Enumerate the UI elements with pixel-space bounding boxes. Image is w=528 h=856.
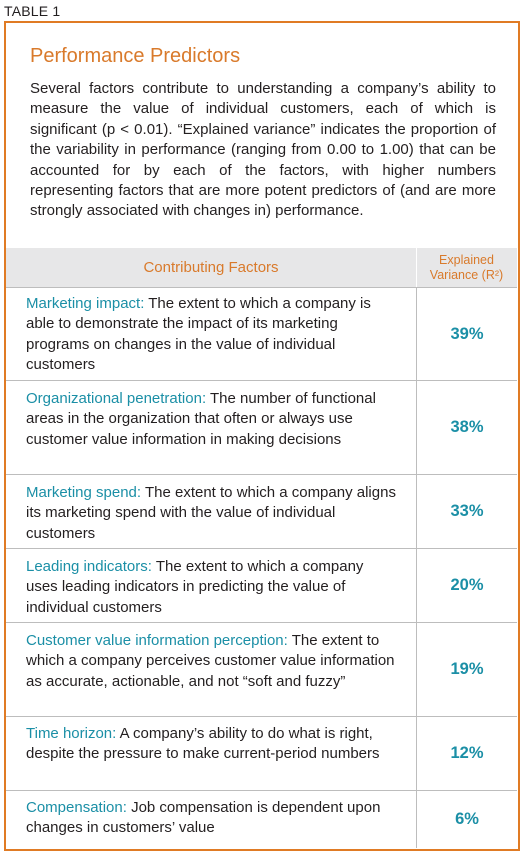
factor-name: Time horizon: bbox=[26, 725, 117, 742]
factor-description: Marketing impact: The extent to which a … bbox=[26, 294, 396, 376]
factor-name: Leading indicators: bbox=[26, 558, 152, 575]
factor-description: Marketing spend: The extent to which a c… bbox=[26, 483, 396, 544]
factor-text: The extent to which a company is able to… bbox=[26, 295, 371, 374]
intro-paragraph: Several factors contribute to understand… bbox=[30, 80, 496, 220]
factor-text: The extent to which a company uses leadi… bbox=[26, 558, 364, 616]
header-contributing-factors: Contributing Factors bbox=[143, 259, 279, 276]
factor-variance: 19% bbox=[416, 623, 517, 716]
table-row: Organizational penetration: The number o… bbox=[6, 380, 517, 474]
table-row: Marketing impact: The extent to which a … bbox=[6, 287, 517, 380]
table-header: Contributing Factors Explained Variance … bbox=[6, 248, 517, 287]
factor-variance: 12% bbox=[416, 717, 517, 790]
factor-variance: 33% bbox=[416, 475, 517, 548]
factor-name: Marketing spend: bbox=[26, 484, 142, 501]
factor-variance: 38% bbox=[416, 381, 517, 474]
factor-variance: 20% bbox=[416, 549, 517, 622]
table-row: Leading indicators: The extent to which … bbox=[6, 548, 517, 622]
table-row: Customer value information perception: T… bbox=[6, 622, 517, 716]
factor-description: Organizational penetration: The number o… bbox=[26, 389, 396, 450]
factor-description: Leading indicators: The extent to which … bbox=[26, 557, 396, 618]
header-divider bbox=[416, 248, 417, 287]
table-row: Marketing spend: The extent to which a c… bbox=[6, 474, 517, 548]
header-explained-variance: Explained Variance (R²) bbox=[416, 248, 517, 287]
factor-variance: 39% bbox=[416, 288, 517, 380]
factor-description: Customer value information perception: T… bbox=[26, 631, 396, 692]
factor-text: The extent to which a company aligns its… bbox=[26, 484, 396, 542]
factor-text: Job compensation is dependent upon chang… bbox=[26, 799, 381, 837]
factor-variance: 6% bbox=[416, 791, 517, 848]
table-title: Performance Predictors bbox=[30, 45, 241, 67]
table-label: TABLE 1 bbox=[4, 3, 61, 19]
header-variance-line2: Variance (R²) bbox=[429, 267, 504, 282]
factor-name: Organizational penetration: bbox=[26, 390, 207, 407]
factor-description: Compensation: Job compensation is depend… bbox=[26, 798, 396, 839]
header-variance-line1: Explained bbox=[439, 252, 494, 267]
table-row: Compensation: Job compensation is depend… bbox=[6, 790, 517, 848]
table-row: Time horizon: A company’s ability to do … bbox=[6, 716, 517, 790]
factor-description: Time horizon: A company’s ability to do … bbox=[26, 724, 396, 765]
factor-text: The number of functional areas in the or… bbox=[26, 390, 376, 448]
factor-name: Marketing impact: bbox=[26, 295, 145, 312]
table-frame: Performance Predictors Several factors c… bbox=[4, 21, 520, 851]
factor-text: The extent to which a company perceives … bbox=[26, 632, 395, 690]
factor-text: A company’s ability to do what is right,… bbox=[26, 725, 380, 763]
factor-name: Compensation: bbox=[26, 799, 127, 816]
factor-name: Customer value information perception: bbox=[26, 632, 288, 649]
